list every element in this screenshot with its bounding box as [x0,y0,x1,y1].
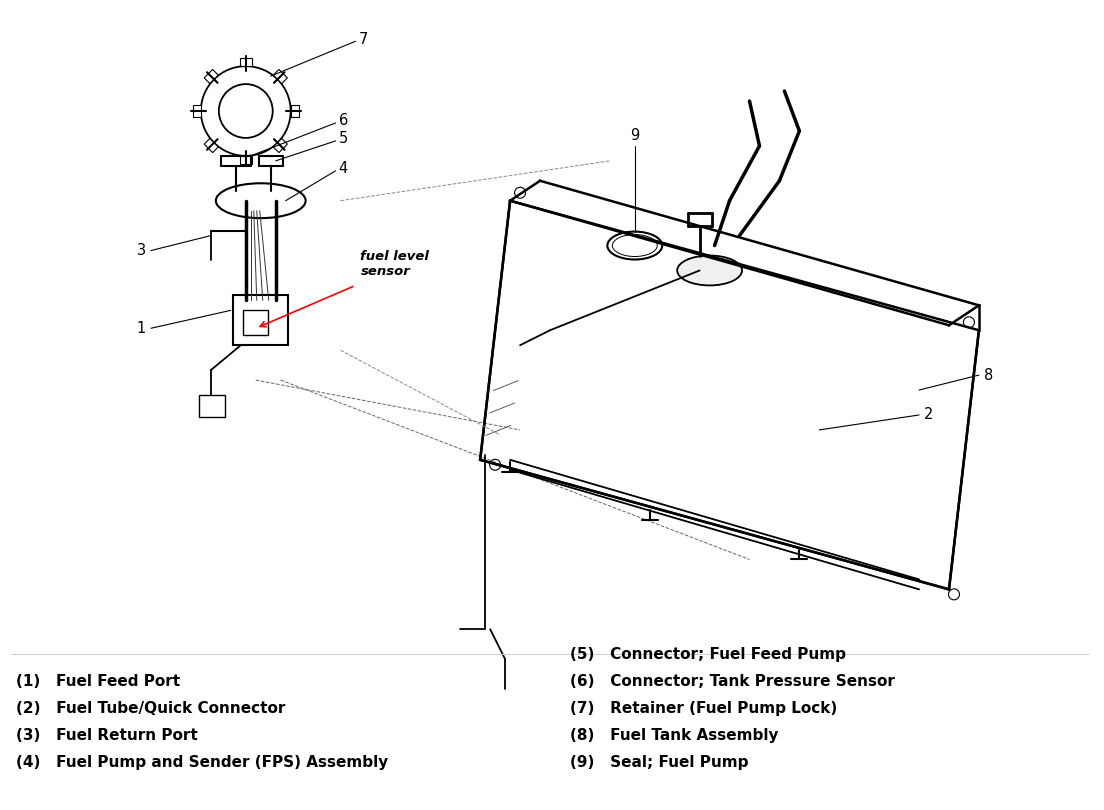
Bar [204,139,219,152]
Bar [193,105,201,117]
Text: (5)   Connector; Fuel Feed Pump: (5) Connector; Fuel Feed Pump [570,647,846,662]
Text: (4)   Fuel Pump and Sender (FPS) Assembly: (4) Fuel Pump and Sender (FPS) Assembly [17,755,389,770]
Bar [240,156,252,164]
Bar [274,139,287,152]
Text: 6: 6 [339,113,348,129]
Text: (3)   Fuel Return Port: (3) Fuel Return Port [17,728,198,743]
Bar [240,58,252,66]
Circle shape [490,459,500,471]
Text: (6)   Connector; Tank Pressure Sensor: (6) Connector; Tank Pressure Sensor [570,674,895,689]
Circle shape [964,317,975,328]
Circle shape [948,589,959,600]
Circle shape [514,187,526,198]
Text: (8)   Fuel Tank Assembly: (8) Fuel Tank Assembly [570,728,778,743]
Bar [204,70,219,83]
FancyBboxPatch shape [199,395,225,417]
Text: 5: 5 [339,131,348,147]
Text: 8: 8 [984,368,994,382]
Ellipse shape [677,255,742,285]
Text: 2: 2 [924,407,934,423]
Text: 3: 3 [137,243,146,258]
Text: 4: 4 [339,161,348,177]
Text: (9)   Seal; Fuel Pump: (9) Seal; Fuel Pump [570,755,749,770]
Bar [290,105,299,117]
Text: 7: 7 [359,32,368,47]
Text: (2)   Fuel Tube/Quick Connector: (2) Fuel Tube/Quick Connector [17,701,286,716]
Text: 1: 1 [137,321,146,336]
Text: (1)   Fuel Feed Port: (1) Fuel Feed Port [17,674,180,689]
Text: (7)   Retainer (Fuel Pump Lock): (7) Retainer (Fuel Pump Lock) [570,701,837,716]
Text: 9: 9 [630,128,639,143]
Bar [274,70,287,83]
Text: fuel level
sensor: fuel level sensor [361,250,429,279]
